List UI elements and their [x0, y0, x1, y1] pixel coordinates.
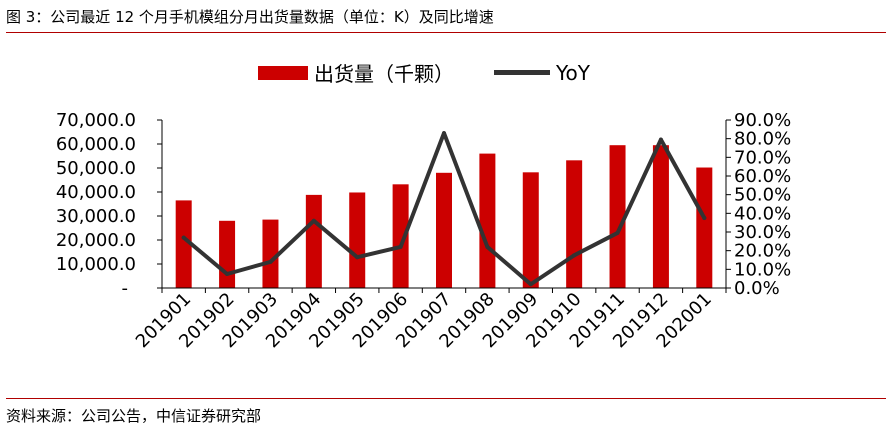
left-tick-label: 30,000.0 — [56, 206, 136, 227]
bar-201910 — [566, 160, 583, 288]
right-tick-label: 80.0% — [734, 129, 791, 150]
right-tick-label: 90.0% — [734, 110, 791, 131]
yoy-point-201904 — [311, 218, 316, 223]
yoy-point-201908 — [485, 244, 490, 249]
yoy-point-201911 — [615, 230, 620, 235]
bar-201909 — [522, 172, 539, 288]
yoy-point-201907 — [442, 131, 446, 136]
figure-title: 图 3：公司最近 12 个月手机模组分月出货量数据（单位：K）及同比增速 — [6, 8, 494, 26]
yoy-point-201903 — [268, 259, 273, 264]
right-tick-label: 10.0% — [734, 259, 791, 280]
right-axis-ticks: 0.0%10.0%20.0%30.0%40.0%50.0%60.0%70.0%8… — [726, 110, 791, 299]
yoy-point-201906 — [398, 244, 403, 249]
left-tick-label: 20,000.0 — [56, 230, 136, 251]
bar-201901 — [175, 200, 192, 288]
bar-201911 — [609, 145, 626, 288]
bar-201905 — [349, 192, 366, 288]
right-tick-label: 30.0% — [734, 222, 791, 243]
yoy-point-201909 — [528, 282, 533, 287]
legend-bar-label: 出货量（千颗） — [314, 62, 454, 86]
bar-201908 — [479, 153, 496, 288]
left-tick-label: 70,000.0 — [56, 110, 136, 131]
yoy-point-201912 — [658, 137, 663, 142]
bar-201912 — [652, 145, 669, 288]
bar-series — [175, 145, 713, 288]
category-labels: 2019012019022019032019042019052019062019… — [132, 289, 716, 352]
yoy-point-201902 — [225, 272, 230, 276]
left-tick-label: 10,000.0 — [56, 254, 136, 275]
left-tick-label: 50,000.0 — [56, 158, 136, 179]
axes — [161, 120, 727, 293]
legend-line-label: YoY — [556, 60, 591, 85]
left-axis-ticks: - 10,000.0 20,000.0 30,000.0 40,000.0 50,000.… — [56, 110, 162, 299]
left-tick-label: 60,000.0 — [56, 134, 136, 155]
bar-201906 — [392, 184, 409, 288]
legend-bar-swatch — [258, 65, 308, 80]
right-tick-label: 0.0% — [734, 278, 780, 299]
left-tick-label: 40,000.0 — [56, 182, 136, 203]
yoy-point-201901 — [181, 235, 186, 240]
right-tick-label: 70.0% — [734, 147, 791, 168]
bar-201902 — [219, 220, 236, 288]
right-tick-label: 40.0% — [734, 203, 791, 224]
bar-201903 — [262, 219, 279, 288]
combo-chart: - 10,000.0 20,000.0 30,000.0 40,000.0 50,000.… — [56, 110, 791, 352]
yoy-line-series — [181, 131, 707, 287]
right-tick-label: 60.0% — [734, 166, 791, 187]
left-tick-label: - — [122, 278, 129, 299]
chart-legend: 出货量（千颗） YoY — [258, 58, 590, 87]
bar-201907 — [436, 172, 452, 288]
source-note: 资料来源：公司公告，中信证券研究部 — [6, 407, 262, 425]
yoy-point-202001 — [702, 216, 707, 220]
footer-divider — [6, 398, 886, 399]
yoy-point-201905 — [355, 255, 360, 260]
yoy-point-201910 — [572, 253, 577, 258]
bar-201904 — [305, 194, 322, 288]
title-divider — [6, 32, 886, 33]
legend-line-swatch — [494, 70, 550, 75]
right-tick-label: 50.0% — [734, 185, 791, 206]
right-tick-label: 20.0% — [734, 241, 791, 262]
bar-202001 — [696, 167, 713, 288]
